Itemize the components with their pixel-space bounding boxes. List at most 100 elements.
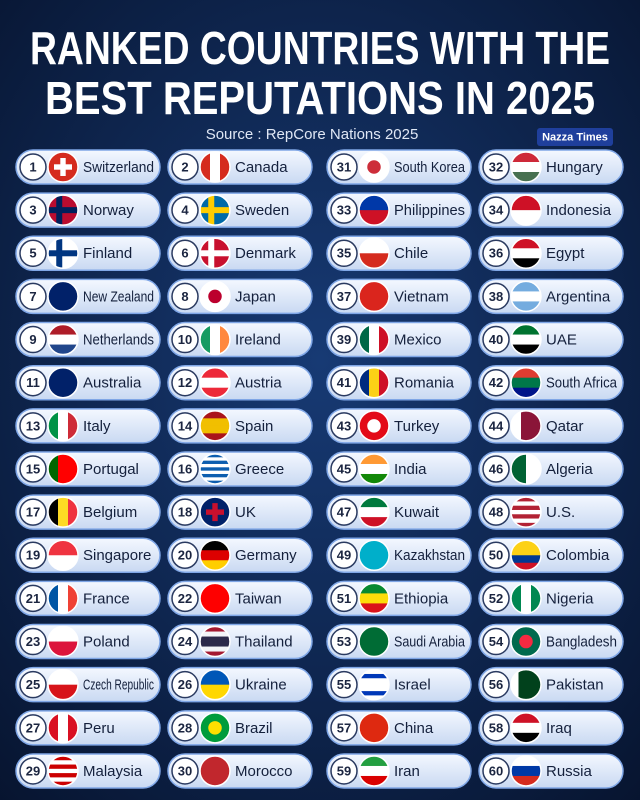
- flag-stripe: [58, 712, 69, 743]
- country-name: Argentina: [546, 288, 611, 305]
- flag-stripe: [200, 367, 230, 379]
- rank-number: 26: [178, 677, 192, 692]
- flag-stripe: [511, 387, 541, 398]
- flag-rim: [47, 582, 79, 615]
- rank-circle: [171, 498, 199, 526]
- flag-stripe: [200, 152, 211, 182]
- flag: [359, 626, 389, 657]
- flag-rim: [358, 366, 390, 399]
- flag-stripe: [200, 473, 230, 478]
- title-line: RANKED COUNTRIES WITH THE: [30, 22, 610, 74]
- flag-cross: [48, 250, 78, 257]
- rank-number: 23: [26, 634, 40, 649]
- rank-circle: [482, 455, 510, 483]
- flag-stripe: [359, 497, 389, 508]
- flag-stripe: [200, 631, 230, 638]
- flag-stripe: [511, 281, 541, 292]
- country-name: Ukraine: [235, 677, 287, 694]
- rank-number: 21: [26, 591, 40, 606]
- flag-rim: [510, 323, 542, 356]
- country-name: Belgium: [83, 504, 137, 521]
- rank-circle: [171, 670, 199, 699]
- flag-stripe: [359, 669, 389, 675]
- rank-circle: [330, 282, 358, 311]
- flag-stripe: [511, 162, 541, 173]
- flag-stripe: [511, 301, 541, 312]
- country-name: Indonesia: [546, 202, 612, 219]
- flag-rim: [358, 539, 390, 572]
- flag-rim: [199, 194, 231, 226]
- flag-rim: [199, 625, 231, 658]
- flag-field: [359, 626, 389, 657]
- rank-number: 3: [29, 203, 36, 218]
- flag: [200, 152, 230, 182]
- flag-stripe: [210, 152, 221, 182]
- rank-number: 11: [26, 375, 40, 390]
- flag: [511, 540, 541, 571]
- flag-stripe: [48, 684, 78, 700]
- rank-number: 5: [29, 246, 36, 261]
- rank-number: 31: [337, 159, 351, 174]
- rank-number: 45: [337, 461, 351, 476]
- rank-number: 2: [181, 159, 188, 174]
- flag: [359, 583, 389, 614]
- flag-stripe: [200, 433, 230, 441]
- rank-number: 7: [29, 289, 36, 304]
- flag-disc: [367, 419, 381, 433]
- rank-number: 48: [489, 505, 503, 520]
- flag: [200, 324, 230, 355]
- flag-stripe: [48, 583, 59, 614]
- rank-circle: [330, 196, 358, 224]
- rank-number: 39: [337, 332, 351, 347]
- rank-circle: [482, 368, 510, 397]
- flag-stripe: [526, 669, 534, 700]
- flag-stripe: [200, 636, 230, 643]
- rank-number: 60: [489, 763, 503, 778]
- rank-circle: [482, 412, 510, 440]
- country-name: Philippines: [394, 202, 465, 219]
- flag-rim: [510, 280, 542, 313]
- flag: [48, 238, 78, 269]
- flag-stripe: [511, 344, 541, 355]
- country-name: Brazil: [235, 720, 273, 737]
- flag-rim: [199, 453, 231, 485]
- flag-stripe: [200, 460, 230, 465]
- rank-number: 9: [29, 332, 36, 347]
- rank-number: 58: [489, 720, 503, 735]
- rank-circle: [19, 714, 47, 742]
- flag-stripe: [359, 603, 389, 614]
- rank-circle: [330, 670, 358, 699]
- flag: [511, 324, 541, 355]
- country-name: Austria: [235, 375, 282, 392]
- flag-stripe: [511, 258, 541, 269]
- country-name: Colombia: [546, 547, 610, 564]
- flag: [200, 410, 230, 441]
- country-name: India: [394, 461, 427, 478]
- country-name: Algeria: [546, 461, 593, 478]
- country-name: Vietnam: [394, 288, 449, 305]
- flag: [48, 367, 78, 398]
- flag-stripe: [48, 760, 78, 766]
- flag-field: [359, 540, 389, 571]
- country-name: Israel: [394, 677, 431, 694]
- country-name: Nigeria: [546, 590, 594, 607]
- flag-stripe: [511, 210, 541, 226]
- flag-stripe: [511, 775, 541, 786]
- title-line: BEST REPUTATIONS IN 2025: [45, 72, 595, 124]
- flag-stripe: [48, 768, 78, 774]
- rank-number: 15: [26, 461, 40, 476]
- flag-stripe: [200, 684, 230, 700]
- flag-rim: [358, 625, 390, 658]
- country-name: France: [83, 590, 130, 607]
- flag: [48, 453, 78, 484]
- flag-stripe: [200, 453, 230, 458]
- flag-field: [200, 583, 230, 614]
- rank-circle: [482, 627, 510, 656]
- flag-rim: [199, 237, 231, 270]
- rank-circle: [330, 584, 358, 613]
- country-name: Peru: [83, 720, 115, 737]
- flag: [200, 712, 230, 743]
- flag-stripe: [511, 712, 541, 724]
